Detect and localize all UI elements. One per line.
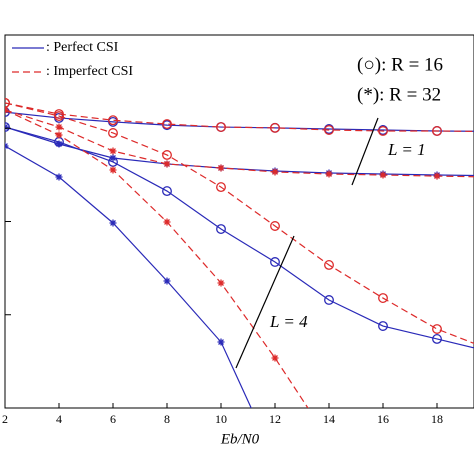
marker bbox=[432, 324, 442, 334]
marker bbox=[433, 172, 441, 180]
x-tick-label: 12 bbox=[269, 412, 281, 426]
marker bbox=[379, 171, 387, 179]
marker bbox=[162, 150, 172, 160]
series-line bbox=[5, 102, 474, 133]
series-line bbox=[5, 102, 474, 345]
marker bbox=[55, 140, 63, 148]
x-tick-label: 4 bbox=[56, 412, 62, 426]
annotation-line bbox=[351, 117, 379, 186]
marker bbox=[270, 221, 280, 231]
x-tick-label: 2 bbox=[2, 412, 8, 426]
marker bbox=[270, 257, 280, 267]
x-tick-label: 18 bbox=[431, 412, 443, 426]
marker bbox=[216, 182, 226, 193]
marker bbox=[163, 218, 171, 226]
x-tick-label: 6 bbox=[110, 412, 116, 426]
legend-label: : Perfect CSI bbox=[46, 40, 119, 55]
marker bbox=[217, 164, 225, 172]
plot-area bbox=[5, 97, 474, 463]
x-tick-label: 16 bbox=[377, 412, 389, 426]
marker bbox=[272, 456, 279, 463]
marker bbox=[162, 119, 172, 129]
annotation: L = 1 bbox=[387, 140, 426, 159]
marker bbox=[326, 436, 333, 443]
marker bbox=[378, 321, 388, 331]
marker bbox=[109, 166, 117, 174]
annotation: (*): R = 32 bbox=[357, 84, 441, 105]
marker bbox=[55, 131, 63, 139]
marker bbox=[163, 277, 171, 285]
marker bbox=[217, 279, 225, 287]
series-line bbox=[5, 145, 252, 408]
marker bbox=[55, 123, 63, 131]
marker bbox=[217, 338, 225, 346]
marker bbox=[108, 115, 118, 126]
marker bbox=[324, 260, 334, 270]
series-line bbox=[5, 126, 474, 349]
marker bbox=[5, 122, 10, 133]
marker bbox=[163, 160, 171, 168]
marker bbox=[216, 122, 226, 133]
marker bbox=[55, 173, 63, 181]
marker bbox=[324, 125, 334, 135]
marker bbox=[108, 157, 118, 167]
marker bbox=[5, 106, 9, 114]
marker bbox=[216, 224, 226, 234]
marker bbox=[54, 111, 64, 122]
annotation: (○): R = 16 bbox=[357, 54, 443, 75]
annotation: L = 4 bbox=[269, 312, 308, 331]
marker bbox=[270, 122, 280, 133]
marker bbox=[324, 295, 334, 305]
marker bbox=[325, 170, 333, 178]
marker bbox=[109, 147, 117, 155]
x-tick-label: 14 bbox=[323, 412, 335, 426]
marker bbox=[378, 293, 388, 304]
marker bbox=[378, 126, 388, 136]
marker bbox=[432, 126, 442, 136]
marker bbox=[5, 97, 10, 108]
x-tick-label: 10 bbox=[215, 412, 227, 426]
legend-label: : Imperfect CSI bbox=[46, 64, 133, 79]
marker bbox=[109, 219, 117, 227]
marker bbox=[108, 128, 118, 138]
series-line bbox=[5, 126, 474, 177]
marker bbox=[432, 334, 442, 344]
marker bbox=[5, 142, 9, 150]
marker bbox=[271, 168, 279, 176]
annotation-line bbox=[235, 235, 295, 369]
marker bbox=[162, 186, 172, 197]
x-tick-label: 8 bbox=[164, 412, 170, 426]
x-axis-label: Eb/N0 bbox=[220, 431, 260, 447]
marker bbox=[271, 354, 279, 362]
